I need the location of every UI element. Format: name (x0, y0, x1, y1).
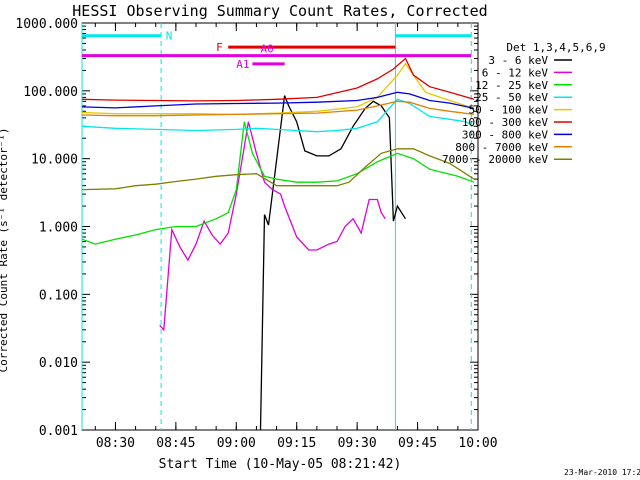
y-tick-label: 1.000 (39, 221, 78, 236)
timestamp: 23-Mar-2010 17:29 (564, 468, 640, 477)
state-bar-label: A0 (260, 43, 273, 56)
legend-label: 50 - 100 keV (469, 104, 549, 117)
legend-label: 6 - 12 keV (482, 66, 549, 79)
series-line (81, 91, 475, 110)
state-bar-label: F (216, 41, 223, 54)
y-tick-label: 10.000 (31, 153, 78, 168)
x-tick-label: 10:00 (458, 436, 497, 451)
legend-label: 100 - 300 keV (462, 116, 548, 129)
x-axis-label: Start Time (10-May-05 08:21:42) (159, 457, 402, 472)
series-line (81, 98, 475, 133)
series-line (159, 121, 386, 332)
y-tick-label: 100.000 (23, 85, 78, 100)
x-tick-label: 09:45 (398, 436, 437, 451)
series-line (81, 62, 475, 116)
y-axis-label: Corrected Count Rate (s⁻¹ detector⁻¹) (0, 127, 10, 372)
x-tick-label: 08:45 (156, 436, 195, 451)
legend-label: 25 - 50 keV (475, 91, 548, 104)
legend-title: Det 1,3,4,5,6,9 (506, 41, 605, 54)
x-tick-label: 09:30 (338, 436, 377, 451)
legend-label: 7000 - 20000 keV (442, 153, 548, 166)
y-tick-label: 0.010 (39, 356, 78, 371)
plot-area: 1000.000 100.000 10.000 1.000 0.100 0.010 0.00… (15, 17, 572, 451)
series-line (259, 95, 407, 431)
legend-label: 300 - 800 keV (462, 128, 548, 141)
y-tick-label: 0.001 (39, 424, 78, 439)
series-line (81, 57, 475, 102)
series-line (81, 100, 475, 117)
state-bar-label: A1 (236, 58, 249, 71)
legend-label: 800 - 7000 keV (455, 141, 548, 154)
y-tick-label: 0.100 (39, 288, 78, 303)
plot-frame (81, 22, 479, 431)
series-line (81, 148, 475, 191)
legend-label: 12 - 25 keV (475, 79, 548, 92)
chart-title: HESSI Observing Summary Count Rates, Cor… (72, 2, 487, 20)
state-bar-label: N (166, 30, 173, 43)
x-tick-label: 08:30 (96, 436, 135, 451)
y-tick-label: 1000.000 (15, 17, 78, 32)
x-tick-label: 09:15 (277, 436, 316, 451)
series-line (81, 121, 475, 245)
x-tick-label: 09:00 (217, 436, 256, 451)
legend-label: 3 - 6 keV (488, 54, 548, 67)
